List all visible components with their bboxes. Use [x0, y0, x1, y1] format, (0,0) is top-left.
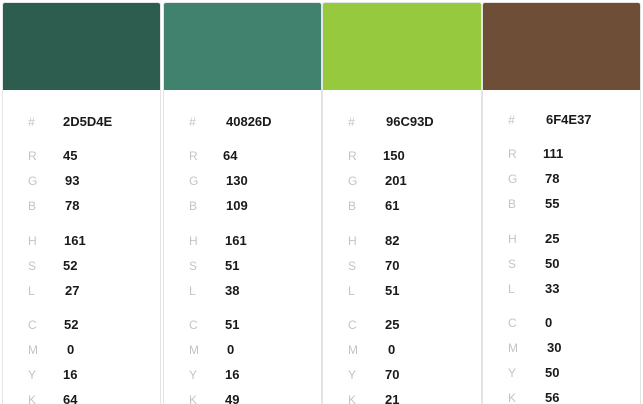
channel-label-r: R: [28, 149, 37, 163]
channel-label-g: G: [508, 172, 518, 186]
channel-value-h: 25: [545, 231, 560, 246]
channel-value-m: 0: [388, 342, 396, 357]
channel-value-b: 55: [545, 196, 560, 211]
hex-value: 40826D: [226, 114, 272, 129]
channel-value-l: 27: [65, 283, 80, 298]
hex-value: 6F4E37: [546, 112, 592, 127]
channel-value-g: 93: [65, 173, 80, 188]
color-card[interactable]: #40826D R 64 G 130 B 109 H 161 S 51 L 38 C 51 M 0 Y 16 K 49: [163, 2, 322, 404]
channel-label-h: H: [508, 232, 517, 246]
channel-value-s: 52: [63, 258, 78, 273]
channel-value-s: 70: [385, 258, 400, 273]
hex-hash-label: #: [28, 115, 35, 129]
channel-label-l: L: [348, 284, 355, 298]
channel-value-g: 130: [226, 173, 248, 188]
channel-label-l: L: [28, 284, 35, 298]
channel-value-b: 109: [226, 198, 248, 213]
channel-label-r: R: [508, 147, 517, 161]
color-swatch[interactable]: [323, 3, 481, 90]
channel-value-b: 78: [65, 198, 80, 213]
channel-label-g: G: [28, 174, 38, 188]
channel-label-s: S: [508, 257, 517, 271]
channel-label-r: R: [189, 149, 198, 163]
color-swatch[interactable]: [483, 3, 640, 90]
channel-label-c: C: [508, 316, 517, 330]
channel-label-h: H: [28, 234, 37, 248]
channel-label-c: C: [189, 318, 198, 332]
channel-value-s: 50: [545, 256, 560, 271]
channel-value-k: 64: [63, 392, 78, 404]
channel-value-c: 51: [225, 317, 240, 332]
channel-label-l: L: [189, 284, 196, 298]
channel-value-m: 0: [67, 342, 75, 357]
hex-hash-label: #: [508, 113, 515, 127]
channel-value-r: 111: [543, 146, 564, 161]
channel-label-y: Y: [348, 368, 357, 382]
channel-value-s: 51: [225, 258, 240, 273]
channel-label-h: H: [348, 234, 357, 248]
channel-label-h: H: [189, 234, 198, 248]
hex-value: 2D5D4E: [63, 114, 113, 129]
channel-label-s: S: [28, 259, 37, 273]
color-card[interactable]: #2D5D4E R 45 G 93 B 78 H 161 S 52 L 27 C 52 M 0 Y 16 K 64: [2, 2, 161, 404]
channel-label-k: K: [189, 393, 198, 404]
channel-value-l: 51: [385, 283, 400, 298]
channel-label-b: B: [28, 199, 37, 213]
channel-label-g: G: [189, 174, 199, 188]
channel-value-h: 82: [385, 233, 400, 248]
channel-label-b: B: [348, 199, 357, 213]
channel-value-c: 25: [385, 317, 400, 332]
channel-value-y: 70: [385, 367, 400, 382]
hex-value: 96C93D: [386, 114, 434, 129]
channel-label-c: C: [348, 318, 357, 332]
channel-label-b: B: [189, 199, 198, 213]
hex-hash-label: #: [189, 115, 196, 129]
channel-value-y: 50: [545, 365, 560, 380]
channel-value-b: 61: [385, 198, 400, 213]
channel-value-k: 21: [385, 392, 400, 404]
channel-label-r: R: [348, 149, 357, 163]
channel-value-l: 33: [545, 281, 560, 296]
color-card[interactable]: #6F4E37 R 111 G 78 B 55 H 25 S 50 L 33 C 0 M 30 Y 50 K 56: [482, 2, 641, 404]
channel-label-m: M: [348, 343, 358, 357]
hex-hash-label: #: [348, 115, 355, 129]
color-swatch[interactable]: [3, 3, 160, 90]
channel-label-g: G: [348, 174, 358, 188]
channel-value-g: 78: [545, 171, 560, 186]
channel-value-k: 56: [545, 390, 560, 404]
channel-value-c: 0: [545, 315, 553, 330]
channel-value-y: 16: [225, 367, 240, 382]
channel-value-r: 150: [383, 148, 405, 163]
channel-value-m: 30: [547, 340, 562, 355]
channel-value-h: 161: [64, 233, 86, 248]
channel-label-l: L: [508, 282, 515, 296]
color-card[interactable]: #96C93D R 150 G 201 B 61 H 82 S 70 L 51 C 25 M 0 Y 70 K 21: [322, 2, 482, 404]
color-swatch[interactable]: [164, 3, 321, 90]
channel-label-k: K: [28, 393, 37, 404]
channel-label-y: Y: [189, 368, 198, 382]
channel-label-s: S: [189, 259, 198, 273]
channel-label-m: M: [189, 343, 199, 357]
channel-label-c: C: [28, 318, 37, 332]
channel-label-s: S: [348, 259, 357, 273]
channel-value-g: 201: [385, 173, 407, 188]
channel-value-k: 49: [225, 392, 240, 404]
channel-label-k: K: [508, 391, 517, 404]
channel-value-c: 52: [64, 317, 79, 332]
channel-label-m: M: [28, 343, 38, 357]
channel-value-l: 38: [225, 283, 240, 298]
channel-value-r: 64: [223, 148, 238, 163]
channel-value-y: 16: [63, 367, 78, 382]
channel-label-y: Y: [508, 366, 517, 380]
channel-label-y: Y: [28, 368, 37, 382]
channel-value-r: 45: [63, 148, 78, 163]
channel-label-b: B: [508, 197, 517, 211]
channel-label-m: M: [508, 341, 518, 355]
channel-value-h: 161: [225, 233, 247, 248]
channel-label-k: K: [348, 393, 357, 404]
channel-value-m: 0: [227, 342, 235, 357]
